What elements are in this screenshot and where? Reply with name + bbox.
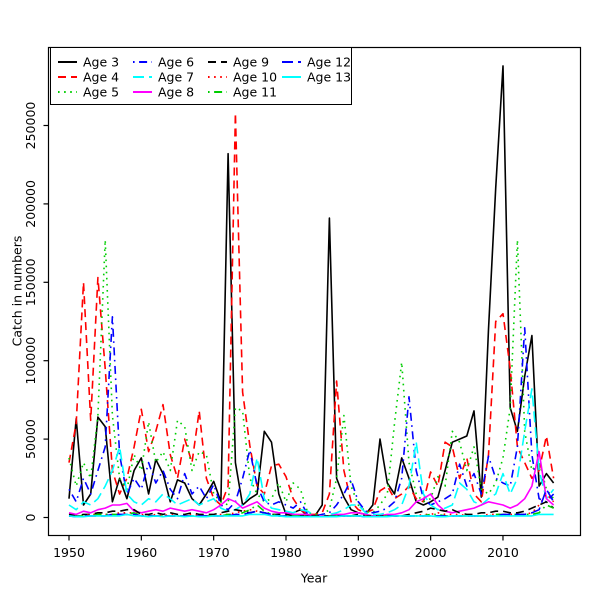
x-axis-title: Year (300, 570, 328, 586)
series-line-age-5 (68, 239, 555, 516)
y-tick-label: 50000 (23, 419, 38, 459)
legend-label-age-6: Age 6 (158, 55, 194, 70)
x-tick-label: 1960 (125, 545, 157, 560)
y-tick-label: 200000 (23, 180, 38, 228)
legend-label-age-12: Age 12 (307, 55, 351, 70)
legend-label-age-13: Age 13 (307, 70, 351, 85)
legend-label-age-7: Age 7 (158, 70, 194, 85)
x-tick-label: 2000 (415, 545, 447, 560)
legend-label-age-4: Age 4 (83, 70, 119, 85)
plot-box (47, 46, 582, 537)
x-tick-label: 2010 (487, 545, 519, 560)
legend-label-age-8: Age 8 (158, 85, 194, 100)
x-tick-label: 1970 (198, 545, 230, 560)
series-line-age-3 (68, 65, 555, 517)
y-tick-label: 250000 (23, 102, 38, 150)
y-tick-label: 100000 (23, 337, 38, 385)
legend-label-age-11: Age 11 (233, 85, 277, 100)
x-tick-label: 1980 (270, 545, 302, 560)
series-line-age-13 (68, 513, 554, 518)
x-tick-label: 1950 (53, 545, 85, 560)
y-axis-title: Catch in numbers (9, 235, 25, 347)
y-tick-label: 150000 (23, 258, 38, 306)
series-line-age-4 (68, 112, 555, 516)
legend-label-age-3: Age 3 (83, 55, 119, 70)
legend-label-age-10: Age 10 (233, 70, 277, 85)
legend-label-age-9: Age 9 (233, 55, 269, 70)
series-line-age-7 (68, 388, 555, 517)
legend-box (50, 47, 352, 105)
x-tick-label: 1990 (342, 545, 374, 560)
y-tick-label: 0 (23, 513, 38, 521)
legend-label-age-5: Age 5 (83, 85, 119, 100)
